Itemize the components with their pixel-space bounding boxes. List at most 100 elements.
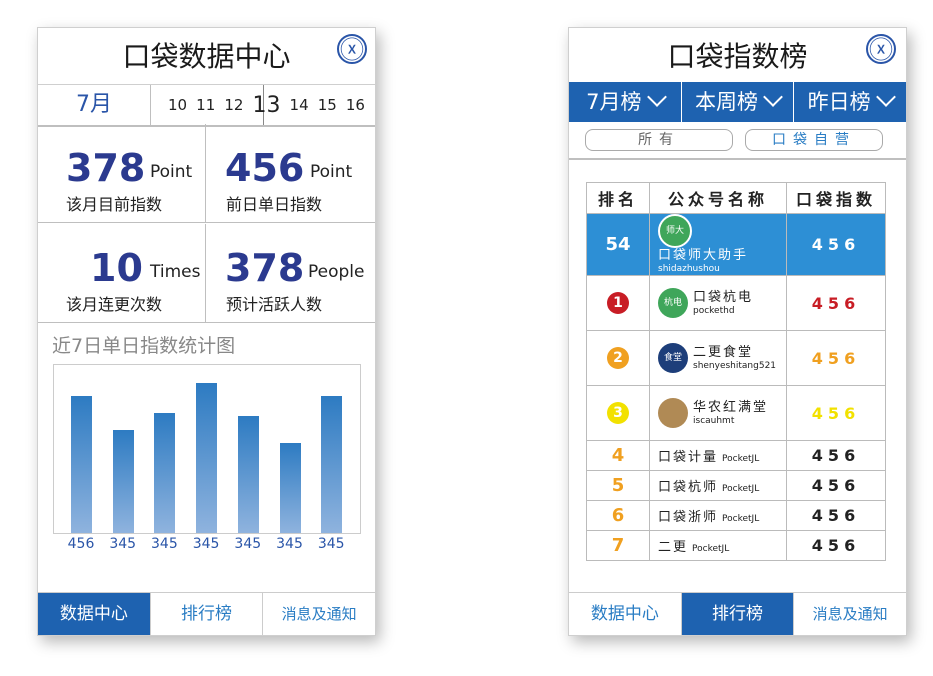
tab-data-center[interactable]: 数据中心: [38, 593, 151, 635]
filter-all[interactable]: 所有: [585, 129, 733, 151]
filter-self-run[interactable]: 口袋自营: [745, 129, 883, 151]
account-cell: 师大 口袋师大助手 shidazhushou: [649, 213, 787, 276]
stat-unit: Point: [310, 162, 353, 182]
data-center-screen: 口袋数据中心 ⓧ 7月 10 11 12 13 14 15 16 378 Poi…: [37, 27, 376, 636]
table-row-self[interactable]: 54 师大 口袋师大助手 shidazhushou 456: [586, 213, 886, 276]
ranking-screen: 口袋指数榜 ⓧ 7月榜 本周榜 昨日榜 所有 口袋自营 排名 公众号名称 口袋指…: [568, 27, 907, 636]
account-avatar: 食堂: [658, 343, 688, 373]
stat-yesterday-index: 456 Point 前日单日指数: [206, 124, 375, 223]
stat-unit: Point: [150, 162, 193, 182]
bar-chart: [53, 364, 361, 534]
close-icon[interactable]: ⓧ: [337, 34, 367, 64]
stat-label: 该月目前指数: [66, 195, 163, 214]
table-row[interactable]: 5 口袋杭师 PocketJL 456: [586, 470, 886, 501]
rank-medal-icon: 2: [607, 347, 629, 369]
table-row[interactable]: 1 杭电 口袋杭电 pockethd 456: [586, 275, 886, 331]
tab-label: 昨日榜: [807, 90, 871, 114]
tab-month-rank[interactable]: 7月榜: [569, 82, 682, 122]
stat-update-count: 10 Times 该月连更次数: [38, 224, 206, 323]
column-header-index: 口袋指数: [786, 182, 886, 214]
account-name: 口袋浙师: [658, 510, 719, 525]
day-item[interactable]: 11: [196, 96, 216, 114]
index-cell: 456: [786, 385, 886, 441]
bar-label: 345: [234, 536, 262, 552]
bar-label: 345: [109, 536, 137, 552]
table-row[interactable]: 4 口袋计量 PocketJL 456: [586, 440, 886, 471]
rank-cell: 6: [586, 500, 650, 531]
stat-active-people: 378 People 预计活跃人数: [206, 224, 375, 323]
table-row[interactable]: 6 口袋浙师 PocketJL 456: [586, 500, 886, 531]
close-icon[interactable]: ⓧ: [866, 34, 896, 64]
tab-label: 7月榜: [586, 90, 642, 114]
stat-label: 该月连更次数: [66, 295, 163, 314]
table-row[interactable]: 7 二更 PocketJL 456: [586, 530, 886, 561]
ranking-period-tabs: 7月榜 本周榜 昨日榜: [569, 82, 906, 122]
account-id: iscauhmt: [693, 415, 735, 426]
account-name: 口袋杭电: [693, 289, 754, 305]
index-cell: 456: [786, 330, 886, 386]
stat-label: 预计活跃人数: [226, 295, 323, 314]
bottom-tab-bar: 数据中心 排行榜 消息及通知: [569, 592, 906, 635]
account-id: shenyeshitang521: [693, 360, 777, 371]
bottom-tab-bar: 数据中心 排行榜 消息及通知: [38, 592, 375, 635]
day-list: 10 11 12 13 14 15 16: [168, 85, 365, 125]
tab-week-rank[interactable]: 本周榜: [682, 82, 795, 122]
stat-value: 456: [225, 146, 305, 190]
stat-unit: Times: [150, 262, 201, 282]
bar: [71, 396, 92, 533]
bar: [154, 413, 176, 533]
index-cell: 456: [786, 275, 886, 331]
chart-title: 近7日单日指数统计图: [52, 335, 236, 357]
tab-notifications[interactable]: 消息及通知: [812, 605, 888, 623]
day-item[interactable]: 14: [289, 96, 309, 114]
account-name: 口袋计量: [658, 450, 719, 465]
stat-label: 前日单日指数: [226, 195, 323, 214]
stat-month-index: 378 Point 该月目前指数: [38, 124, 206, 223]
index-cell: 456: [786, 440, 886, 471]
account-id: PocketJL: [692, 544, 730, 554]
chevron-down-icon: [763, 87, 783, 107]
account-cell: 口袋浙师 PocketJL: [649, 500, 787, 531]
rank-cell: 7: [586, 530, 650, 561]
tab-notifications[interactable]: 消息及通知: [281, 605, 357, 623]
account-id: PocketJL: [722, 484, 760, 494]
stat-unit: People: [308, 262, 365, 282]
rank-cell: 5: [586, 470, 650, 501]
account-cell: 口袋杭师 PocketJL: [649, 470, 787, 501]
tab-ranking[interactable]: 排行榜: [681, 593, 795, 635]
day-item[interactable]: 15: [317, 96, 337, 114]
rank-cell: 3: [586, 385, 650, 441]
account-name: 口袋杭师: [658, 480, 719, 495]
ranking-table: 排名 公众号名称 口袋指数 54 师大 口袋师大助手 shidazhushou …: [586, 182, 886, 561]
account-cell: 二更 PocketJL: [649, 530, 787, 561]
account-cell: 杭电 口袋杭电 pockethd: [649, 275, 787, 331]
day-item[interactable]: 10: [168, 96, 188, 114]
chevron-down-icon: [646, 87, 667, 107]
tab-ranking[interactable]: 排行榜: [151, 593, 264, 635]
rank-cell: 1: [586, 275, 650, 331]
day-item[interactable]: 16: [345, 96, 365, 114]
column-header-name: 公众号名称: [649, 182, 787, 214]
account-avatar: 师大: [658, 214, 692, 248]
month-selector[interactable]: 7月: [38, 85, 151, 125]
table-row[interactable]: 2 食堂 二更食堂 shenyeshitang521 456: [586, 330, 886, 386]
current-day-marker: [263, 85, 264, 125]
account-cell: 口袋计量 PocketJL: [649, 440, 787, 471]
page-title: 口袋指数榜: [667, 40, 808, 73]
account-id: shidazhushou: [658, 264, 720, 274]
table-row[interactable]: 3 华农红满堂 iscauhmt 456: [586, 385, 886, 441]
chevron-down-icon: [875, 87, 896, 107]
tab-yesterday-rank[interactable]: 昨日榜: [794, 82, 906, 122]
stat-value: 378: [225, 246, 305, 290]
stat-value: 10: [90, 246, 143, 290]
bar-label: 345: [317, 536, 345, 552]
bar-label: 456: [67, 536, 95, 552]
rank-cell: 2: [586, 330, 650, 386]
tab-data-center[interactable]: 数据中心: [569, 593, 682, 635]
account-cell: 食堂 二更食堂 shenyeshitang521: [649, 330, 787, 386]
day-item[interactable]: 12: [224, 96, 244, 114]
bar: [237, 416, 259, 533]
account-id: pockethd: [693, 305, 735, 316]
day-item-current[interactable]: 13: [252, 92, 281, 118]
filter-bar: 所有 口袋自营: [569, 122, 906, 160]
